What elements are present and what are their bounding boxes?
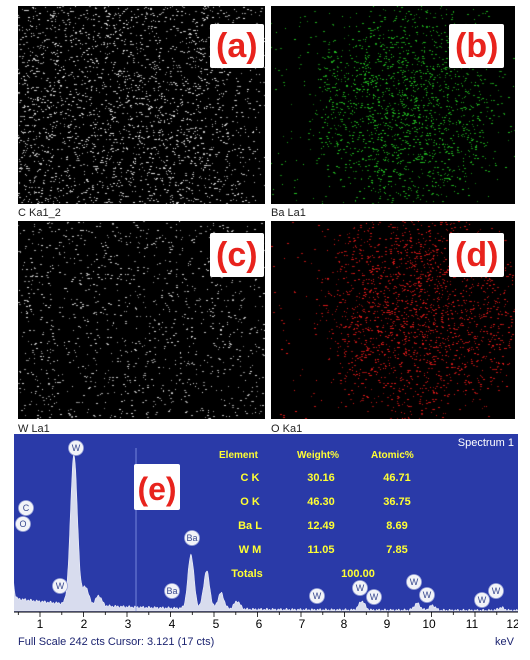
panel-label-c: (c): [210, 233, 264, 277]
x-axis-ticks: 1 2 3 4 5 6 7 8 9 10 11 12: [37, 617, 518, 631]
peak-label: Ba: [186, 533, 197, 543]
plot-background: [14, 434, 518, 612]
peak-label: W: [370, 592, 379, 602]
composition-table: Element Weight% Atomic% C K 30.16 46.71 …: [219, 450, 414, 580]
peak-marker: [419, 587, 435, 603]
tick-label: 5: [213, 617, 220, 631]
panel-label-d: (d): [449, 233, 505, 277]
table-cell: 36.75: [383, 496, 411, 508]
panel-label-a: (a): [210, 24, 264, 68]
peak-label: W: [478, 595, 487, 605]
table-cell: C K: [241, 472, 260, 484]
panel-label-e-box: [134, 464, 180, 510]
table-cell: 30.16: [307, 472, 335, 484]
spectrum-title: Spectrum 1: [458, 437, 514, 449]
tick-label: 9: [384, 617, 391, 631]
panel-label-e: (e): [137, 471, 176, 507]
peak-marker: [18, 500, 34, 516]
tick-label: 2: [81, 617, 88, 631]
table-cell: 12.49: [307, 520, 335, 532]
tick-label: 4: [169, 617, 176, 631]
table-header-atomic: Atomic%: [371, 450, 414, 461]
peak-label: C: [23, 503, 30, 513]
table-cell: W M: [239, 544, 262, 556]
table-cell: 100.00: [341, 568, 375, 580]
panel-label-b: (b): [449, 24, 505, 68]
peak-marker: [366, 589, 382, 605]
map-oxygen: (d): [271, 221, 515, 419]
peak-label: W: [492, 586, 501, 596]
peak-marker: [309, 588, 325, 604]
table-cell: Ba L: [238, 520, 262, 532]
peak-marker: [406, 574, 422, 590]
tick-label: 8: [341, 617, 348, 631]
peak-label: W: [410, 577, 419, 587]
table-cell: 8.69: [386, 520, 407, 532]
map-caption-barium: Ba La1: [271, 207, 306, 219]
axis-unit: keV: [495, 636, 515, 648]
eds-spectrum: C O W W Ba Ba W W W W W W W Spectrum 1 Element Weigh…: [14, 434, 518, 652]
table-cell: 11.05: [308, 544, 335, 556]
status-readout: Full Scale 242 cts Cursor: 3.121 (17 cts…: [18, 636, 214, 648]
table-cell: 46.71: [383, 472, 411, 484]
table-cell: 7.85: [386, 544, 407, 556]
spectrum-curve: [14, 454, 518, 612]
map-caption-carbon: C Ka1_2: [18, 207, 61, 219]
peak-label: W: [423, 590, 432, 600]
map-barium: (b): [271, 6, 515, 204]
tick-label: 1: [37, 617, 44, 631]
tick-label: 12: [506, 617, 518, 631]
peak-marker: [164, 583, 180, 599]
peak-label: W: [356, 583, 365, 593]
table-cell: O K: [240, 496, 260, 508]
peak-marker: [15, 516, 31, 532]
map-carbon: (a): [18, 6, 265, 204]
peak-label: Ba: [166, 586, 177, 596]
tick-label: 7: [299, 617, 306, 631]
peak-label: O: [19, 519, 26, 529]
peak-label: W: [313, 591, 322, 601]
peak-marker: [474, 592, 490, 608]
peak-marker: [68, 440, 84, 456]
peak-label: W: [72, 443, 81, 453]
peak-marker: [184, 530, 200, 546]
tick-label: 10: [422, 617, 436, 631]
peak-marker: [488, 583, 504, 599]
table-header-element: Element: [219, 450, 259, 461]
table-cell: Totals: [231, 568, 263, 580]
peak-marker: [352, 580, 368, 596]
tick-label: 6: [256, 617, 263, 631]
map-caption-oxygen: O Ka1: [271, 423, 303, 435]
table-cell: 46.30: [307, 496, 335, 508]
table-header-weight: Weight%: [297, 450, 339, 461]
peak-label: W: [56, 581, 65, 591]
tick-label: 3: [125, 617, 132, 631]
map-tungsten: (c): [18, 221, 265, 419]
tick-label: 11: [466, 617, 479, 631]
map-caption-tungsten: W La1: [18, 423, 50, 435]
peak-marker: [52, 578, 68, 594]
